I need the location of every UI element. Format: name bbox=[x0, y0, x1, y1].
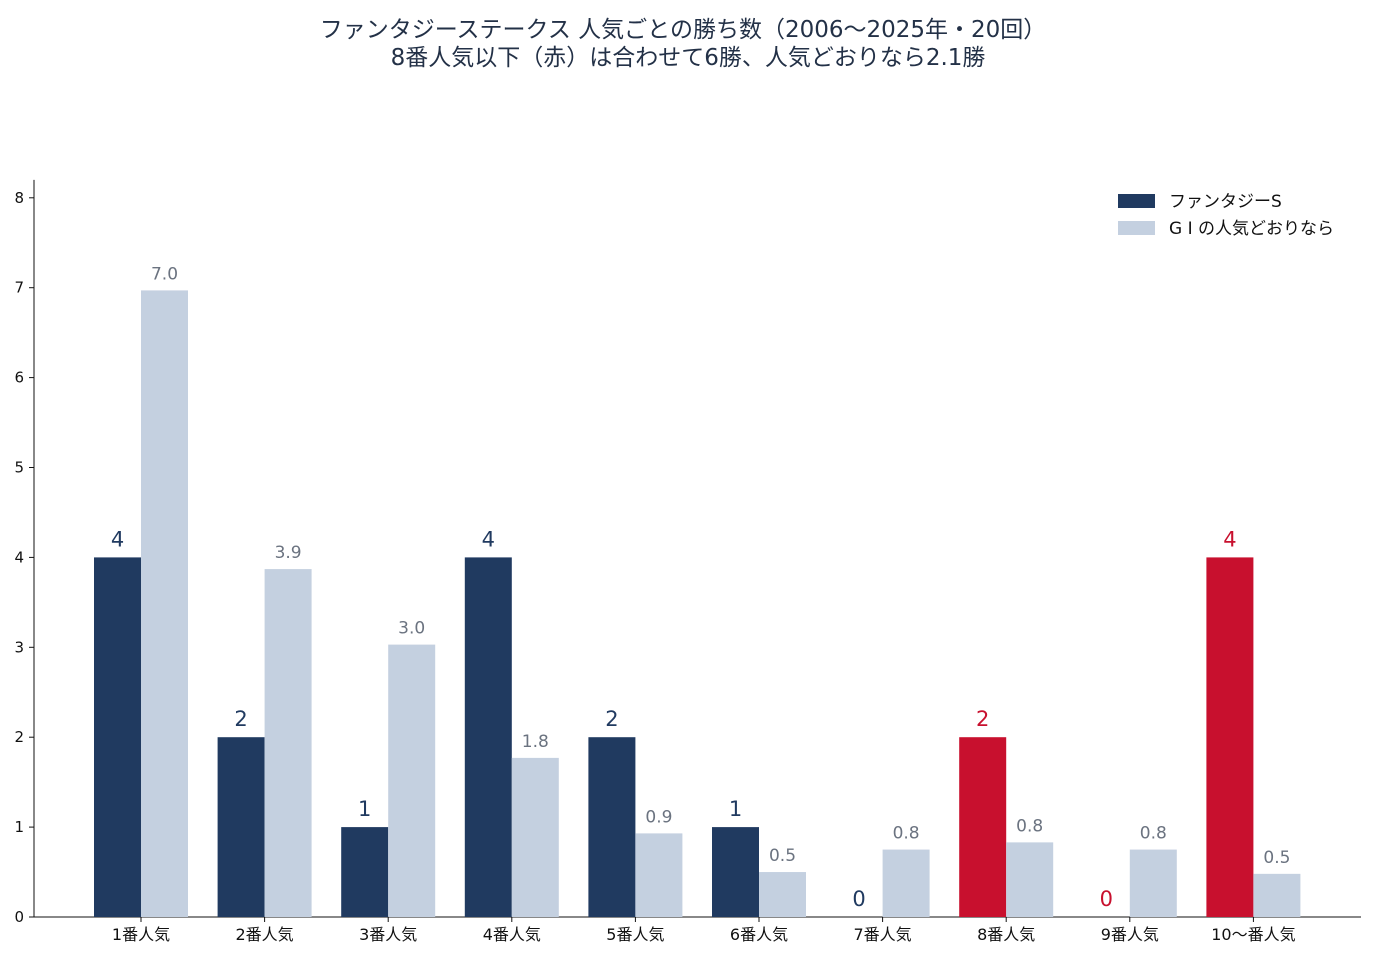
data-label-reference: 0.5 bbox=[1263, 848, 1290, 868]
data-label-reference: 0.8 bbox=[1140, 824, 1167, 844]
y-tick-label: 3 bbox=[14, 638, 24, 656]
bar-fantasy bbox=[712, 827, 759, 917]
y-tick-label: 2 bbox=[14, 728, 24, 746]
y-tick-label: 0 bbox=[14, 908, 24, 926]
data-label-reference: 0.9 bbox=[645, 807, 672, 827]
legend-label-reference: G I の人気どおりなら bbox=[1169, 219, 1334, 239]
x-tick-label: 6番人気 bbox=[730, 925, 788, 944]
plot-area: 0 1 2 3 4 5 6 7 8 1番人気 4 7.0 2番人気 2 3.9 3番人気 1 3.0 4番人気 4 1.… bbox=[14, 179, 1361, 944]
bar-reference bbox=[1006, 842, 1054, 917]
bar-fantasy bbox=[217, 737, 265, 917]
bar-reference bbox=[1129, 849, 1177, 917]
bar-reference bbox=[511, 757, 559, 917]
data-label-reference: 0.8 bbox=[1016, 816, 1043, 836]
data-label-fantasy: 2 bbox=[976, 707, 989, 731]
bar-reference bbox=[882, 849, 930, 917]
chart-subtitle: 8番人気以下（赤）は合わせて6勝、人気どおりなら2.1勝 bbox=[391, 45, 986, 71]
x-tick-label: 1番人気 bbox=[112, 925, 170, 944]
x-tick-label: 10〜番人気 bbox=[1211, 925, 1295, 944]
data-label-reference: 0.8 bbox=[893, 824, 920, 844]
x-tick-label: 9番人気 bbox=[1101, 925, 1159, 944]
data-label-reference: 7.0 bbox=[151, 264, 178, 284]
data-label-fantasy: 0 bbox=[852, 887, 865, 911]
y-tick-label: 4 bbox=[14, 548, 24, 566]
bar-fantasy bbox=[94, 557, 141, 917]
legend-swatch-fantasy bbox=[1118, 194, 1155, 208]
x-tick-label: 7番人気 bbox=[854, 925, 912, 944]
legend-swatch-reference bbox=[1118, 221, 1155, 235]
data-label-reference: 1.8 bbox=[522, 732, 549, 752]
bar-fantasy bbox=[1206, 557, 1254, 917]
bar-reference bbox=[264, 569, 312, 917]
bar-fantasy bbox=[464, 557, 512, 917]
y-tick-label: 8 bbox=[14, 189, 24, 207]
y-tick-label: 5 bbox=[14, 459, 24, 477]
data-label-fantasy: 1 bbox=[358, 797, 371, 821]
x-tick-label: 2番人気 bbox=[236, 925, 294, 944]
bar-fantasy bbox=[959, 737, 1007, 917]
bar-reference bbox=[388, 644, 436, 917]
x-tick-label: 8番人気 bbox=[977, 925, 1035, 944]
legend-label-fantasy: ファンタジーS bbox=[1169, 192, 1282, 212]
chart-title: ファンタジーステークス 人気ごとの勝ち数（2006〜2025年・20回） bbox=[320, 17, 1047, 43]
y-tick-label: 6 bbox=[14, 369, 24, 387]
data-label-fantasy: 2 bbox=[605, 707, 618, 731]
data-label-reference: 0.5 bbox=[769, 846, 796, 866]
data-label-reference: 3.9 bbox=[275, 543, 302, 563]
x-tick-label: 5番人気 bbox=[606, 925, 664, 944]
data-label-fantasy: 2 bbox=[234, 707, 247, 731]
legend: ファンタジーS G I の人気どおりなら bbox=[1118, 192, 1334, 239]
x-tick-label: 4番人気 bbox=[483, 925, 541, 944]
bar-fantasy bbox=[341, 827, 389, 917]
data-label-fantasy: 4 bbox=[111, 527, 124, 551]
data-label-fantasy: 4 bbox=[1223, 527, 1236, 551]
bar-reference bbox=[635, 833, 683, 917]
data-label-fantasy: 4 bbox=[482, 527, 495, 551]
data-label-fantasy: 1 bbox=[729, 797, 742, 821]
bar-reference bbox=[759, 872, 806, 917]
x-tick-label: 3番人気 bbox=[359, 925, 417, 944]
bar-reference bbox=[141, 290, 188, 918]
bar-fantasy bbox=[588, 737, 636, 917]
data-label-reference: 3.0 bbox=[398, 619, 425, 639]
y-tick-label: 7 bbox=[14, 279, 24, 297]
bar-reference bbox=[1253, 873, 1301, 917]
data-label-fantasy: 0 bbox=[1100, 887, 1113, 911]
y-tick-label: 1 bbox=[14, 818, 24, 836]
